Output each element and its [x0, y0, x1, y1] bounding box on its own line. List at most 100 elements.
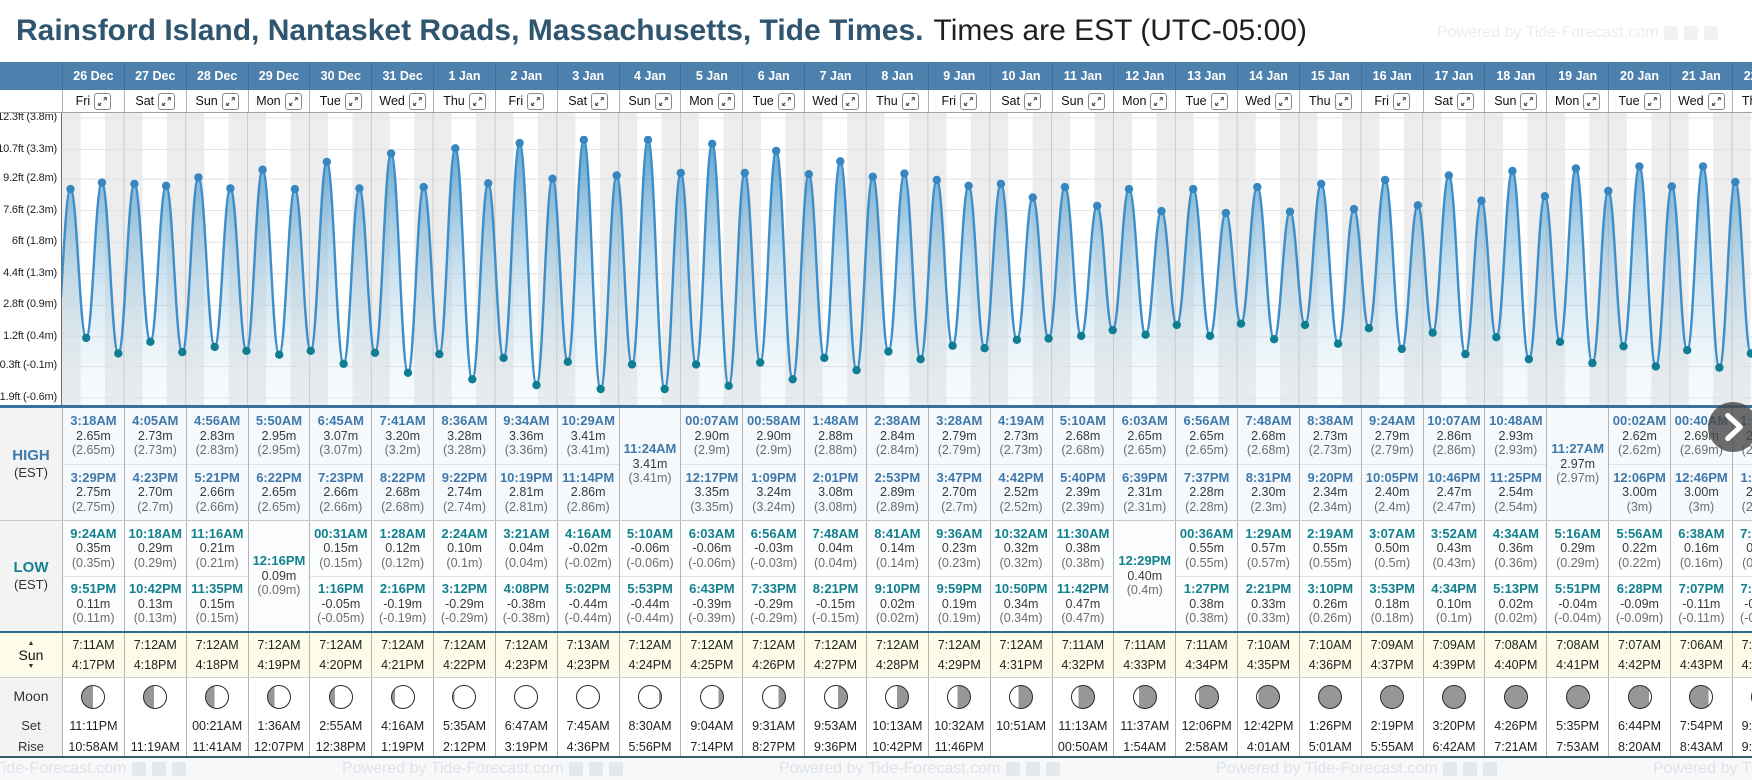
- sun-times-cell: 7:12AM 4:20PM: [309, 633, 371, 677]
- moon-phase-cell: [1608, 678, 1670, 715]
- high-tide-time: 6:39PM: [1122, 469, 1168, 485]
- expand-day-button[interactable]: [1456, 92, 1474, 110]
- sun-times-cell: 7:12AM 4:21PM: [371, 633, 433, 677]
- date-header-cell[interactable]: 3 Jan: [556, 62, 619, 90]
- expand-day-button[interactable]: [717, 92, 735, 110]
- expand-day-button[interactable]: [158, 92, 176, 110]
- date-header-cell[interactable]: 4 Jan: [618, 62, 681, 90]
- moon-phase-icon: [328, 684, 353, 709]
- footer-watermark: Powered by Tide-Forecast.com: [0, 760, 187, 778]
- date-header-cell[interactable]: 27 Dec: [123, 62, 186, 90]
- date-header-cell[interactable]: 17 Jan: [1422, 62, 1485, 90]
- expand-day-button[interactable]: [654, 92, 672, 110]
- tide-height-m: 3.24m: [756, 485, 792, 500]
- date-header-cell[interactable]: 22 Jan: [1731, 62, 1752, 90]
- expand-day-button[interactable]: [284, 92, 302, 110]
- expand-day-button[interactable]: [468, 92, 486, 110]
- expand-day-button[interactable]: [777, 92, 795, 110]
- moonrise-time-cell: 6:42AM: [1422, 737, 1485, 756]
- expand-day-button[interactable]: [1274, 92, 1292, 110]
- weekday-name: Thu: [443, 94, 465, 108]
- expand-day-button[interactable]: [1210, 92, 1228, 110]
- date-header-cell[interactable]: 7 Jan: [804, 62, 866, 90]
- high-tide-entry: 4:23PM 2.70m (2.7m): [124, 463, 186, 521]
- high-tide-time: 11:24AM: [623, 441, 677, 457]
- expand-day-button[interactable]: [1643, 92, 1661, 110]
- date-header-cell[interactable]: 30 Dec: [309, 62, 371, 90]
- date-header-cell[interactable]: 12 Jan: [1113, 62, 1175, 90]
- date-header-cell[interactable]: 16 Jan: [1360, 62, 1423, 90]
- low-row-label: LOW (EST): [0, 521, 62, 631]
- next-period-button[interactable]: [1708, 402, 1752, 452]
- date-header-cell[interactable]: 28 Dec: [185, 62, 248, 90]
- low-tide-entry: 10:50PM 0.34m (0.34m): [990, 575, 1052, 632]
- tide-height-alt: (-0.44m): [564, 611, 612, 626]
- high-tide-time: 10:46PM: [1427, 469, 1481, 485]
- expand-day-button[interactable]: [591, 92, 609, 110]
- weekday-name: Sun: [628, 94, 651, 108]
- expand-icon: [1091, 96, 1101, 106]
- low-tide-time: 4:34AM: [1492, 525, 1539, 541]
- expand-day-button[interactable]: [1392, 92, 1410, 110]
- sunset-time: 4:21PM: [381, 658, 425, 672]
- date-header-cell[interactable]: 2 Jan: [494, 62, 557, 90]
- expand-day-button[interactable]: [221, 92, 239, 110]
- date-header-cell[interactable]: 15 Jan: [1298, 62, 1361, 90]
- tide-height-alt: (0.16m): [1679, 555, 1723, 570]
- expand-day-button[interactable]: [1150, 92, 1168, 110]
- date-header-cell[interactable]: 5 Jan: [680, 62, 742, 90]
- low-tide-entry: 1:29AM 0.57m (0.57m): [1238, 521, 1299, 576]
- expand-day-button[interactable]: [408, 92, 426, 110]
- high-tide-cell: 10:48AM 2.93m (2.93m) 11:25PM 2.54m (2.54m): [1484, 408, 1547, 520]
- date-header-cell[interactable]: 11 Jan: [1051, 62, 1114, 90]
- watermark-icon: [1704, 26, 1719, 40]
- sun-times-cell: 7:08AM 4:40PM: [1484, 633, 1546, 677]
- date-header-cell[interactable]: 21 Jan: [1669, 62, 1732, 90]
- expand-day-button[interactable]: [94, 92, 112, 110]
- expand-day-button[interactable]: [344, 92, 362, 110]
- expand-day-button[interactable]: [1087, 92, 1105, 110]
- expand-day-button[interactable]: [1334, 92, 1352, 110]
- watermark-icon: [1443, 762, 1458, 776]
- date-header-cell[interactable]: 19 Jan: [1546, 62, 1608, 90]
- date-header-cell[interactable]: 13 Jan: [1175, 62, 1237, 90]
- tide-height-m: 2.73m: [1312, 428, 1348, 443]
- high-tide-entry: 8:38AM 2.73m (2.73m): [1300, 408, 1361, 464]
- low-tide-entry: 11:35PM 0.15m (0.15m): [186, 575, 248, 632]
- set-row-label: Set: [0, 715, 62, 737]
- tide-height-alt: (2.3m): [1250, 499, 1287, 514]
- date-header-cell[interactable]: 10 Jan: [989, 62, 1052, 90]
- tide-height-m: 0.35m: [76, 541, 111, 556]
- expand-day-button[interactable]: [1520, 92, 1538, 110]
- date-header-cell[interactable]: 29 Dec: [247, 62, 310, 90]
- date-header-cell[interactable]: 1 Jan: [433, 62, 495, 90]
- tide-height-m: 0.21m: [199, 541, 235, 556]
- high-tide-time: 8:22PM: [379, 469, 426, 485]
- date-header-cell[interactable]: 26 Dec: [62, 62, 124, 90]
- date-header-cell[interactable]: 8 Jan: [865, 62, 928, 90]
- expand-day-button[interactable]: [960, 92, 978, 110]
- expand-day-button[interactable]: [841, 92, 859, 110]
- date-header-cell[interactable]: 14 Jan: [1237, 62, 1299, 90]
- expand-day-button[interactable]: [1583, 92, 1601, 110]
- high-tide-time: 1:27PM: [1740, 469, 1752, 485]
- expand-day-button[interactable]: [527, 92, 545, 110]
- tide-chart-y-axis: 12.3ft (3.8m) 10.7ft (3.3m) 9.2ft (2.8m) 7.…: [0, 113, 62, 405]
- expand-icon: [1338, 96, 1348, 106]
- tide-height-alt: (2.39m): [1061, 499, 1105, 514]
- date-header-cell[interactable]: 31 Dec: [371, 62, 433, 90]
- high-tide-entry: 10:07AM 2.86m (2.86m): [1424, 408, 1485, 464]
- low-tide-entry: 10:32AM 0.32m (0.32m): [991, 521, 1052, 576]
- date-header-cell[interactable]: 18 Jan: [1484, 62, 1546, 90]
- high-tide-entry: 7:41AM 3.20m (3.2m): [372, 408, 433, 464]
- expand-day-button[interactable]: [1023, 92, 1041, 110]
- high-tide-cell: 9:34AM 3.36m (3.36m) 10:19PM 2.81m (2.81m): [494, 408, 557, 520]
- expand-day-button[interactable]: [1707, 92, 1725, 110]
- high-tide-time: 4:19AM: [997, 413, 1045, 429]
- moon-phase-icon: [1132, 684, 1157, 709]
- tide-height-m: 0.13m: [137, 596, 173, 611]
- date-header-cell[interactable]: 20 Jan: [1608, 62, 1670, 90]
- date-header-cell[interactable]: 6 Jan: [742, 62, 804, 90]
- expand-day-button[interactable]: [901, 92, 919, 110]
- date-header-cell[interactable]: 9 Jan: [927, 62, 990, 90]
